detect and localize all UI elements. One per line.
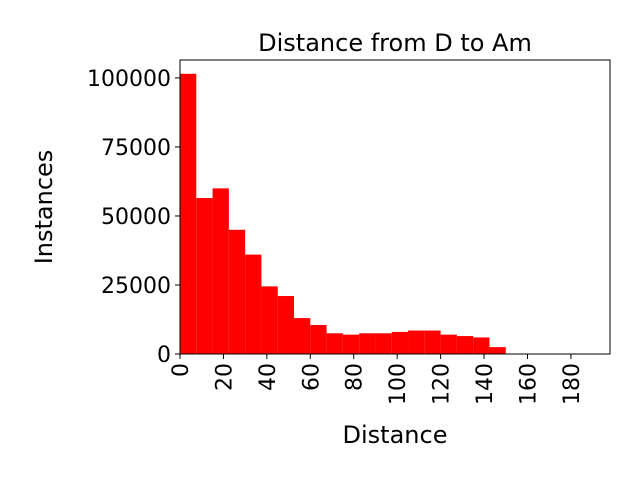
histogram-bar xyxy=(277,296,295,354)
histogram-bar xyxy=(440,334,457,354)
histogram-bar xyxy=(245,254,262,354)
y-tick-label: 75000 xyxy=(101,136,171,161)
histogram-bar xyxy=(408,330,425,354)
histogram-bar xyxy=(310,325,327,354)
bars-group xyxy=(180,73,506,354)
y-axis-title: Instances xyxy=(30,150,58,265)
histogram-bar xyxy=(294,318,311,354)
x-axis: 0 20 40 60 80 100 120 140 160 180 xyxy=(169,354,585,405)
x-tick-label: 80 xyxy=(343,363,368,391)
histogram-bar xyxy=(342,334,360,354)
histogram-bar xyxy=(424,330,441,354)
x-tick-label: 20 xyxy=(212,363,237,391)
x-axis-title: Distance xyxy=(343,421,448,449)
histogram-bar xyxy=(196,198,213,354)
x-tick-label: 100 xyxy=(386,363,411,405)
histogram-bar xyxy=(326,333,343,354)
plot-frame xyxy=(179,59,611,355)
x-tick-label: 120 xyxy=(430,363,455,405)
histogram-bar xyxy=(180,73,197,354)
x-tick-label: 0 xyxy=(169,363,194,377)
y-axis: 0 25000 50000 75000 100000 xyxy=(87,67,180,368)
chart-title: Distance from D to Am xyxy=(258,29,532,57)
x-tick-label: 60 xyxy=(299,363,324,391)
x-tick-label: 180 xyxy=(560,363,585,405)
histogram-bar xyxy=(212,188,229,354)
histogram-bar xyxy=(489,347,506,354)
x-tick-label: 140 xyxy=(473,363,498,405)
histogram-bar xyxy=(391,331,409,354)
histogram-bar xyxy=(375,333,392,354)
histogram-bar xyxy=(228,229,246,354)
histogram-bar xyxy=(261,286,278,354)
x-tick-label: 160 xyxy=(516,363,541,405)
x-tick-label: 40 xyxy=(256,363,281,391)
histogram-bar xyxy=(456,336,474,354)
y-tick-label: 50000 xyxy=(101,205,171,230)
histogram-bar xyxy=(473,337,490,354)
histogram-bar xyxy=(359,333,376,354)
y-tick-label: 25000 xyxy=(101,274,171,299)
y-tick-label: 100000 xyxy=(87,67,171,92)
y-tick-label: 0 xyxy=(157,343,171,368)
